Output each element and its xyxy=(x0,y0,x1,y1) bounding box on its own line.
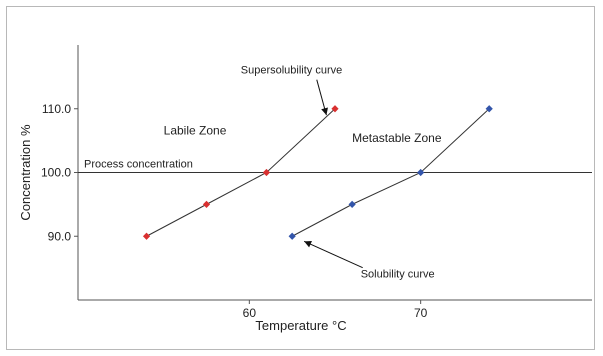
series-0-point xyxy=(142,232,151,240)
annotations-group xyxy=(303,79,363,269)
y-tick-label: 90.0 xyxy=(48,229,72,243)
series-0-line xyxy=(146,108,336,237)
chart-frame xyxy=(6,6,595,350)
series-0-point xyxy=(262,168,271,177)
reference-line-label: Process concentration xyxy=(84,159,193,171)
y-tick-label: 110.0 xyxy=(42,102,71,116)
series-group xyxy=(142,105,493,240)
y-tick-label: 100.0 xyxy=(41,166,71,180)
series-0-point xyxy=(331,105,339,113)
series-1-line xyxy=(291,108,490,237)
axes: 60 70 90.0 100.0 110.0 xyxy=(41,45,592,320)
annotation-arrow-line xyxy=(303,240,363,269)
annotation-arrow-head xyxy=(304,241,312,248)
series-1-point xyxy=(288,232,296,240)
annotation-labile-zone: Labile Zone xyxy=(164,123,227,137)
annotation-supersolubility: Supersolubility curve xyxy=(241,65,343,77)
series-0-point xyxy=(202,200,211,208)
series-1-point xyxy=(417,168,425,177)
annotation-arrow-head xyxy=(321,107,328,116)
series-1-point xyxy=(485,105,493,113)
y-axis-label: Concentration % xyxy=(18,124,33,221)
x-tick-label: 60 xyxy=(243,306,257,320)
annotation-solubility: Solubility curve xyxy=(361,269,435,281)
series-1-point xyxy=(348,200,356,208)
x-tick-label: 70 xyxy=(414,306,428,320)
annotation-metastable-zone: Metastable Zone xyxy=(352,131,442,145)
x-axis-label: Temperature °C xyxy=(255,318,346,333)
